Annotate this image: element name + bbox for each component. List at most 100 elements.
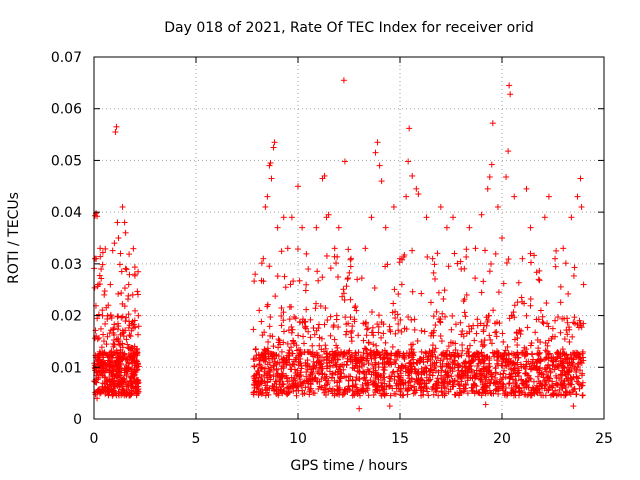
data-point xyxy=(439,310,446,317)
data-point xyxy=(550,358,557,365)
data-point xyxy=(288,214,295,221)
data-point xyxy=(399,352,406,359)
data-point xyxy=(133,346,140,353)
data-point xyxy=(443,360,450,367)
data-point xyxy=(547,392,554,399)
data-point xyxy=(265,391,272,398)
data-point xyxy=(315,321,322,328)
data-point xyxy=(389,385,396,392)
data-point xyxy=(263,372,270,379)
data-point xyxy=(292,356,299,363)
data-point xyxy=(343,283,350,290)
data-point xyxy=(560,364,567,371)
data-point xyxy=(397,316,404,323)
data-point xyxy=(278,248,285,255)
data-point xyxy=(403,326,410,333)
data-point xyxy=(389,309,396,316)
data-point xyxy=(92,255,99,262)
data-point xyxy=(461,309,468,316)
data-point xyxy=(381,374,388,381)
data-point xyxy=(565,290,572,297)
data-point xyxy=(339,293,346,300)
data-point xyxy=(507,373,514,380)
data-point xyxy=(471,371,478,378)
data-point xyxy=(261,348,268,355)
data-point xyxy=(528,259,535,266)
data-point xyxy=(508,390,515,397)
data-point xyxy=(560,245,567,252)
data-point xyxy=(345,383,352,390)
data-point xyxy=(317,303,324,310)
data-point xyxy=(290,377,297,384)
data-point xyxy=(121,219,128,226)
data-point xyxy=(127,333,134,340)
data-point xyxy=(458,375,465,382)
data-point xyxy=(330,362,337,369)
data-point xyxy=(511,336,518,343)
data-point xyxy=(365,368,372,375)
data-point xyxy=(318,346,325,353)
data-point xyxy=(380,370,387,377)
data-point xyxy=(256,307,263,314)
data-point xyxy=(439,392,446,399)
data-point xyxy=(315,277,322,284)
data-point xyxy=(405,158,412,165)
data-point xyxy=(495,349,502,356)
data-point xyxy=(101,291,108,298)
data-point xyxy=(418,384,425,391)
data-point xyxy=(298,351,305,358)
data-point xyxy=(448,326,455,333)
data-point xyxy=(515,372,522,379)
data-point xyxy=(352,303,359,310)
data-point xyxy=(438,352,445,359)
data-point xyxy=(505,358,512,365)
data-point xyxy=(417,377,424,384)
data-point xyxy=(528,340,535,347)
data-point xyxy=(95,281,102,288)
data-point xyxy=(482,382,489,389)
data-point xyxy=(262,355,269,362)
data-point xyxy=(441,287,448,294)
data-point xyxy=(356,357,363,364)
data-point xyxy=(295,362,302,369)
data-point xyxy=(270,362,277,369)
data-point xyxy=(542,339,549,346)
data-point xyxy=(264,345,271,352)
data-point xyxy=(537,307,544,314)
data-point xyxy=(103,377,110,384)
data-point xyxy=(515,354,522,361)
data-point xyxy=(526,363,533,370)
data-point xyxy=(511,365,518,372)
data-point xyxy=(493,328,500,335)
data-point xyxy=(135,323,142,330)
data-point xyxy=(466,328,473,335)
data-point xyxy=(313,300,320,307)
data-point xyxy=(378,334,385,341)
data-point xyxy=(302,362,309,369)
data-point xyxy=(451,250,458,257)
data-point xyxy=(445,343,452,350)
data-point xyxy=(510,350,517,357)
data-point xyxy=(267,332,274,339)
data-point xyxy=(330,356,337,363)
data-point xyxy=(575,361,582,368)
data-point xyxy=(122,265,129,272)
data-point xyxy=(259,389,266,396)
data-point xyxy=(495,289,502,296)
data-point xyxy=(475,360,482,367)
data-point xyxy=(567,391,574,398)
data-point xyxy=(564,369,571,376)
data-point xyxy=(102,245,109,252)
data-point xyxy=(305,377,312,384)
data-point xyxy=(413,359,420,366)
data-point xyxy=(472,245,479,252)
data-point xyxy=(373,372,380,379)
data-point xyxy=(523,312,530,319)
data-point xyxy=(499,358,506,365)
data-point xyxy=(313,224,320,231)
data-point xyxy=(563,351,570,358)
data-point xyxy=(552,263,559,270)
data-point xyxy=(275,353,282,360)
data-point xyxy=(540,371,547,378)
